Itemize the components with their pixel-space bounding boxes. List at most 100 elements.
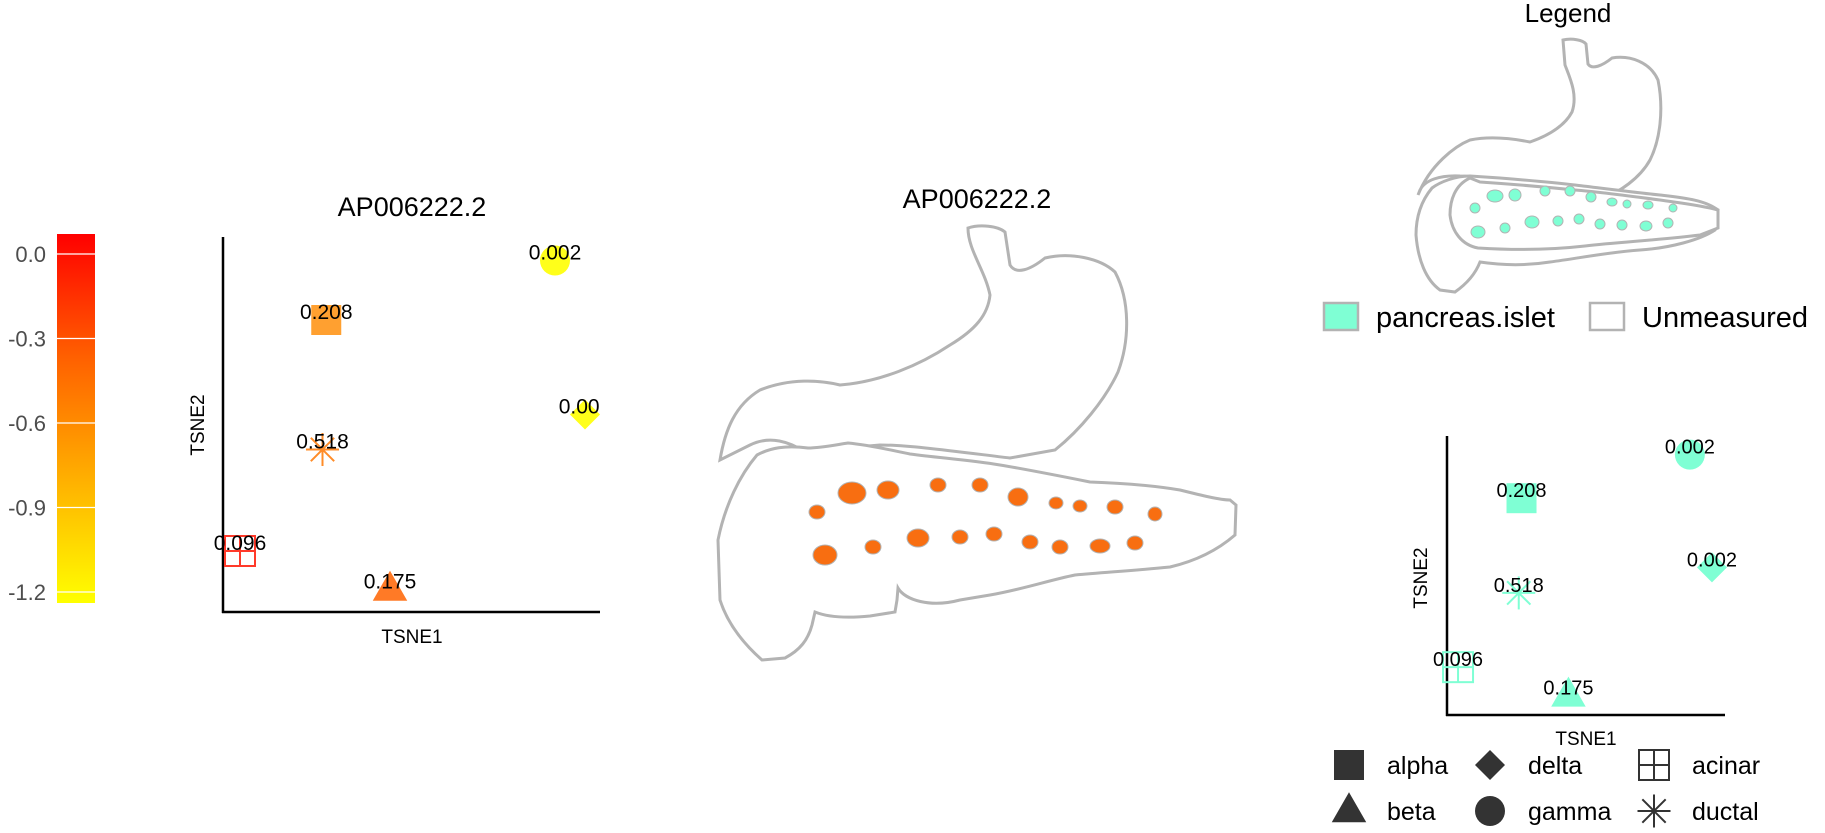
legend-title: Legend	[1525, 0, 1612, 28]
islet-main	[1127, 536, 1143, 550]
islet-legend	[1617, 220, 1627, 230]
islet-main	[930, 478, 946, 492]
data-label: 0.175	[1543, 677, 1593, 699]
data-label: 0.208	[300, 301, 353, 324]
shape-legend-item: delta	[1475, 750, 1582, 780]
shape-legend-label: alpha	[1387, 752, 1448, 780]
scatter-points: 0.002 0.208 0.002 0.518 0.096 0.175	[214, 242, 612, 601]
data-label: 0.096	[214, 532, 267, 555]
islet-main	[952, 530, 968, 544]
colorbar: 0.0 -0.3 -0.6 -0.9 -1.2	[8, 234, 95, 605]
data-label: 0.002	[529, 242, 582, 265]
tissue-legend-item: Unmeasured	[1590, 302, 1808, 334]
islet-main	[838, 482, 866, 504]
islet-main	[1049, 497, 1063, 509]
scatter-plot-tissue: TSNE1 TSNE2 0.002 0.208 0.002 0.518 0.096 0.1…	[1411, 436, 1737, 750]
islet-legend	[1500, 223, 1510, 233]
triangle-marker	[1332, 792, 1367, 822]
diamond-marker	[1475, 750, 1505, 780]
y-axis-label: TSNE2	[1411, 547, 1432, 608]
scatter-point-acinar: 0.096	[1433, 649, 1483, 682]
scatter-point-ductal: 0.518	[296, 431, 349, 467]
islet-legend	[1487, 190, 1503, 202]
colorbar-gradient	[57, 234, 95, 603]
x-axis-label: TSNE1	[381, 627, 442, 648]
islet-main	[1022, 535, 1038, 549]
scatter-point-acinar: 0.096	[214, 532, 267, 566]
x-axis-label: TSNE1	[1555, 729, 1616, 750]
islet-main	[907, 529, 929, 547]
scatter-point-beta: 0.175	[364, 571, 417, 601]
islet-main	[1148, 507, 1162, 521]
tissue-label: Unmeasured	[1642, 302, 1808, 334]
islet-main	[1008, 488, 1028, 506]
islet-legend	[1669, 204, 1677, 212]
square-grid-marker	[1639, 750, 1669, 780]
stomach-outline	[720, 226, 1127, 460]
data-label: 0.208	[1496, 480, 1546, 502]
colorbar-tick-label: -0.9	[8, 496, 46, 521]
tissue-swatch	[1324, 303, 1358, 330]
islet-main	[1107, 500, 1123, 514]
scatter-title: AP006222.2	[338, 192, 487, 222]
tissue-label: pancreas.islet	[1376, 302, 1555, 334]
islet-legend	[1586, 192, 1596, 202]
scatter-point-gamma: 0.002	[529, 242, 582, 276]
tissue-legend-item: pancreas.islet	[1324, 302, 1555, 334]
shape-legend: alpha delta acinar beta gamma ductal	[1332, 750, 1760, 828]
islet-legend	[1643, 201, 1653, 209]
islet-main	[1090, 539, 1110, 553]
circle-marker	[1475, 796, 1505, 826]
colorbar-tick-label: -0.3	[8, 327, 46, 352]
islet-main	[813, 545, 837, 565]
islet-legend	[1574, 214, 1584, 224]
data-label: 0.175	[364, 571, 417, 594]
scatter-point-gamma: 0.002	[1665, 437, 1715, 470]
data-label: 0.096	[1433, 649, 1483, 671]
shape-legend-item: alpha	[1334, 750, 1448, 780]
colorbar-tick-label: -0.6	[8, 411, 46, 436]
islet-legend	[1623, 200, 1631, 208]
tissue-swatch	[1590, 303, 1624, 330]
islet-main	[865, 540, 881, 554]
data-label: 0.518	[296, 431, 349, 454]
shape-legend-item: ductal	[1638, 795, 1759, 828]
shape-legend-label: beta	[1387, 798, 1436, 826]
scatter-point-alpha: 0.208	[300, 301, 353, 335]
shape-legend-item: gamma	[1475, 796, 1611, 826]
islet-main	[972, 478, 988, 492]
scatter-plot-expression: AP006222.2 TSNE1 TSNE2 0.0020.2080.0020.…	[188, 192, 611, 648]
scatter-point-delta: 0.002	[1687, 549, 1737, 582]
scatter-point-alpha: 0.208	[1496, 480, 1546, 513]
scatter-point-ductal: 0.518	[1494, 575, 1544, 610]
islet-legend	[1640, 221, 1652, 231]
anatomy-main: AP006222.2	[669, 184, 1236, 660]
shape-legend-item: beta	[1332, 792, 1436, 826]
colorbar-tick-label: -1.2	[8, 580, 46, 605]
legend-anatomy: Legend pancreas.islet Unmeasured	[1324, 0, 1808, 334]
shape-legend-label: ductal	[1692, 798, 1759, 826]
y-axis-label: TSNE2	[188, 394, 209, 455]
asterisk-marker	[1638, 795, 1671, 828]
islet-legend	[1470, 203, 1480, 213]
colorbar-tick-label: 0.0	[15, 242, 46, 267]
shape-legend-item: acinar	[1639, 750, 1760, 780]
tissue-legend: pancreas.islet Unmeasured	[1324, 302, 1808, 334]
islet-legend	[1607, 198, 1617, 206]
islet-legend	[1595, 219, 1605, 229]
islet-legend	[1509, 189, 1521, 201]
data-label: 0.002	[1665, 437, 1715, 459]
shape-legend-label: delta	[1528, 752, 1582, 780]
data-label: 0.518	[1494, 575, 1544, 597]
pancreas-duodenum-outline	[718, 443, 1236, 660]
islet-legend	[1663, 218, 1673, 228]
shape-legend-label: acinar	[1692, 752, 1760, 780]
islet-main	[986, 527, 1002, 541]
islet-legend	[1553, 216, 1563, 226]
islet-legend	[1565, 186, 1575, 196]
islet-main	[1073, 500, 1087, 512]
scatter-point-beta: 0.175	[1543, 677, 1593, 707]
data-label: 0.002	[559, 396, 612, 419]
islet-legend	[1471, 226, 1485, 238]
